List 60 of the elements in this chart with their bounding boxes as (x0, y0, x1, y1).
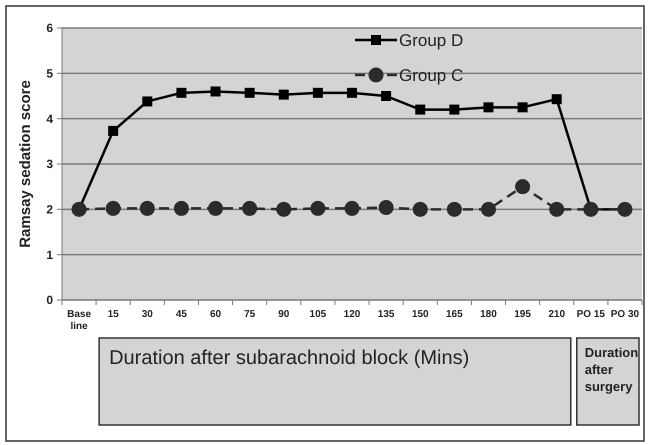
x-tick-label: 195 (514, 309, 532, 320)
point (174, 200, 189, 216)
point (515, 179, 530, 194)
point (210, 86, 221, 96)
point (140, 200, 155, 216)
y-tick-label: 2 (46, 202, 54, 217)
x-tick-label: 15 (108, 309, 120, 320)
point (108, 126, 118, 136)
x-tick-label: 105 (310, 309, 327, 320)
point (381, 91, 392, 101)
point (446, 202, 462, 217)
point (208, 200, 224, 216)
point (583, 202, 598, 217)
y-axis-title: Ramsay sedation score (17, 80, 34, 248)
point (142, 96, 152, 106)
point (72, 202, 87, 217)
point (244, 88, 255, 98)
y-tick-label: 0 (46, 293, 54, 308)
legend-label: Group C (399, 66, 464, 85)
y-tick-label: 4 (46, 112, 54, 126)
x-tick-label: Base line (67, 309, 92, 332)
point (483, 102, 494, 112)
x-tick-label: 210 (548, 309, 566, 320)
point (276, 202, 292, 217)
point (242, 200, 258, 216)
point (617, 202, 632, 217)
x-tick-label: 165 (446, 309, 464, 320)
point (312, 88, 323, 98)
y-tick-label: 1 (46, 248, 54, 262)
text: Duration after subarachnoid block (Mins) (109, 347, 470, 369)
x-tick-label: 180 (480, 309, 498, 320)
x-tick-label: 135 (378, 309, 395, 320)
x-tick-label: 150 (412, 309, 430, 320)
x-tick-label: 90 (278, 309, 290, 320)
legend-label: Group D (399, 30, 464, 50)
text: Duration after surgery (584, 345, 638, 394)
x-tick-label: 30 (142, 309, 154, 320)
point (518, 102, 528, 112)
point (412, 202, 428, 217)
point (378, 200, 394, 216)
x-tick-label: PO 15 (576, 309, 606, 320)
point (347, 88, 357, 98)
x-tick-label: 45 (176, 309, 188, 320)
x-tick-label: 75 (244, 309, 256, 320)
x-tick-label: PO 30 (610, 309, 640, 320)
point (552, 94, 562, 104)
point (415, 104, 426, 115)
point (549, 202, 564, 217)
point (310, 200, 326, 216)
y-tick-label: 3 (46, 157, 54, 172)
point (344, 200, 360, 216)
point (176, 88, 186, 98)
point (480, 202, 496, 217)
x-tick-label: 60 (210, 309, 222, 320)
point (106, 200, 121, 216)
point (278, 90, 289, 100)
x-tick-label: 120 (344, 309, 361, 320)
y-tick-label: 5 (46, 66, 54, 81)
y-tick-label: 6 (46, 21, 54, 36)
point (449, 104, 460, 115)
